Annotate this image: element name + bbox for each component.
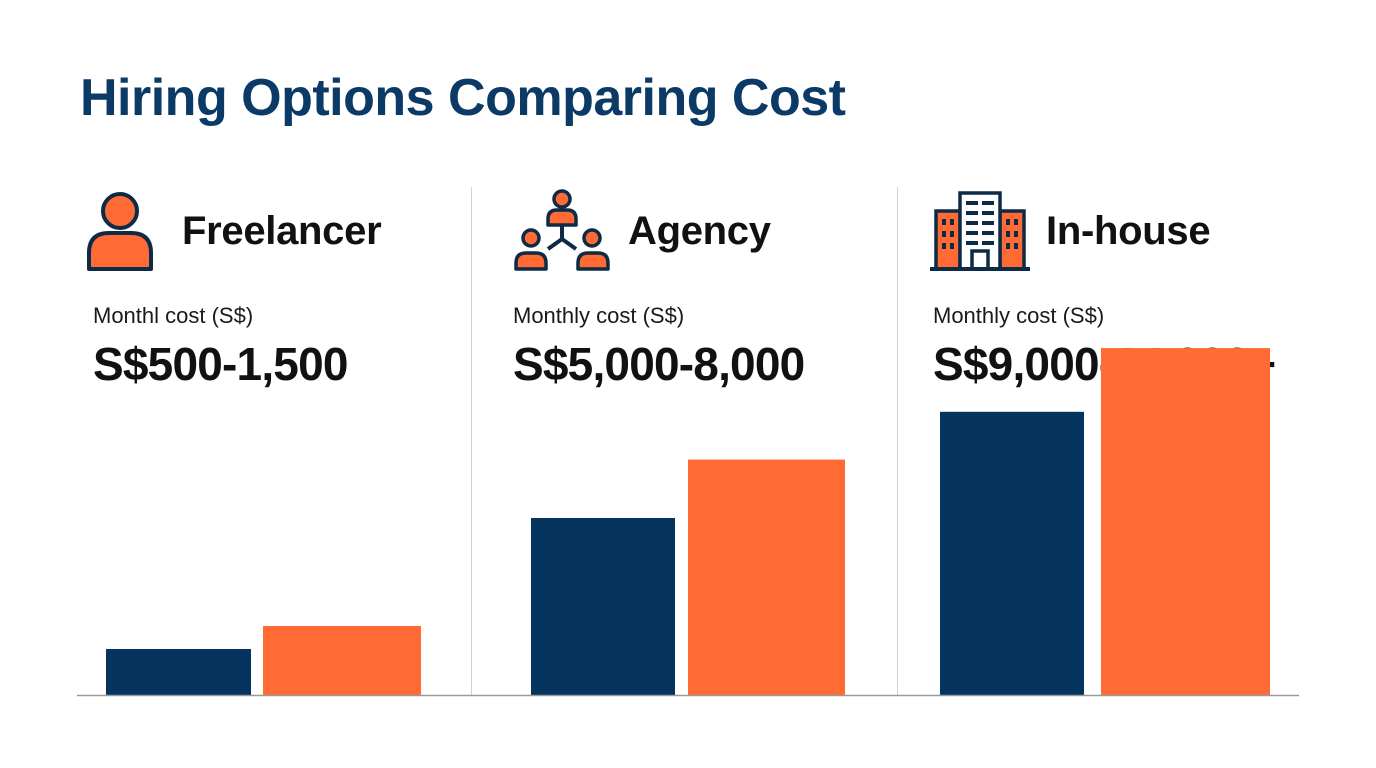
option-panel-in-house: In-house Monthly cost (S$) S$9,000-14,00… xyxy=(898,185,1298,695)
office-building-icon xyxy=(930,187,1030,273)
option-name: Freelancer xyxy=(182,209,382,253)
bar-in-house-navy xyxy=(940,411,1084,695)
option-name: In-house xyxy=(1046,209,1211,253)
panel-divider xyxy=(897,187,898,695)
cost-label: Monthly cost (S$) xyxy=(513,303,685,328)
page-title: Hiring Options Comparing Cost xyxy=(80,69,846,127)
bar-agency-navy xyxy=(531,518,675,695)
cost-range: S$5,000-8,000 xyxy=(513,338,805,390)
bar-agency-orange xyxy=(688,459,845,695)
bar-in-house-orange xyxy=(1101,348,1270,695)
cost-range: S$500-1,500 xyxy=(93,338,348,390)
bar-freelancer-navy xyxy=(106,648,251,695)
team-network-icon xyxy=(512,187,612,273)
panel-divider xyxy=(471,187,472,695)
option-panel-agency: Agency Monthly cost (S$) S$5,000-8,000 xyxy=(472,185,896,695)
cost-label: Monthly cost (S$) xyxy=(933,303,1105,328)
option-panel-freelancer: Freelancer Monthl cost (S$) S$500-1,500 xyxy=(78,185,470,695)
option-name: Agency xyxy=(628,209,771,253)
cost-label: Monthl cost (S$) xyxy=(93,303,254,328)
person-icon xyxy=(84,187,162,271)
bar-freelancer-orange xyxy=(263,625,421,695)
